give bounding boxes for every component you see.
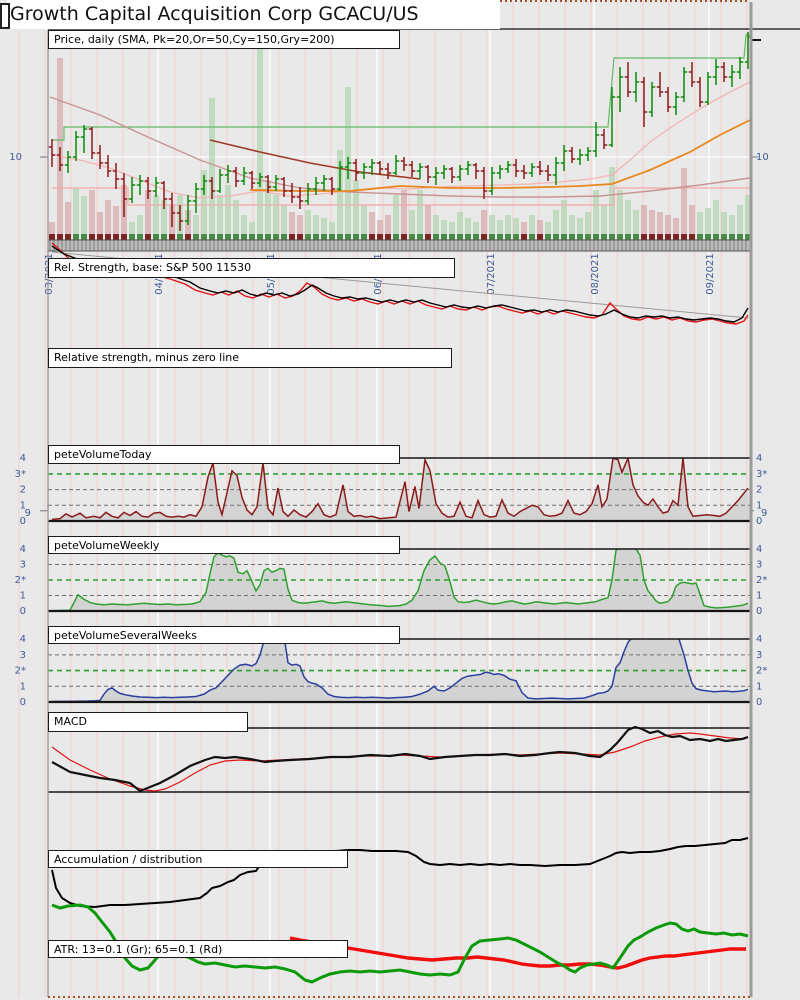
atr-panel-label: ATR: 13=0.1 (Gr); 65=0.1 (Rd) (48, 940, 348, 958)
chart-scrollbar[interactable] (48, 240, 750, 251)
accum-dist-panel (51, 837, 749, 909)
svg-text:2*: 2* (15, 575, 26, 586)
vol-severalweeks-panel (48, 639, 750, 703)
svg-text:2: 2 (756, 485, 762, 496)
svg-text:09/2021: 09/2021 (705, 253, 716, 295)
svg-text:4: 4 (20, 453, 26, 464)
vol-weekly-panel (48, 549, 750, 612)
svg-text:0: 0 (756, 697, 762, 708)
macd-panel (48, 725, 750, 793)
svg-text:4: 4 (756, 453, 762, 464)
svg-text:3: 3 (756, 650, 762, 661)
svg-text:1: 1 (756, 500, 762, 511)
vol-today-panel-label: peteVolumeToday (48, 445, 400, 464)
accum-dist-panel-label: Accumulation / distribution (48, 850, 348, 868)
svg-text:1: 1 (756, 591, 762, 602)
svg-text:2*: 2* (756, 666, 767, 677)
svg-text:1: 1 (756, 681, 762, 692)
svg-text:0: 0 (20, 606, 26, 617)
svg-text:3*: 3* (756, 469, 767, 480)
svg-text:2*: 2* (756, 575, 767, 586)
svg-text:1: 1 (20, 681, 26, 692)
vol-severalweeks-panel-label: peteVolumeSeveralWeeks (48, 626, 400, 644)
svg-text:3: 3 (20, 560, 26, 571)
vol-today-panel (48, 458, 750, 521)
svg-text:0: 0 (20, 697, 26, 708)
svg-text:08/2021: 08/2021 (590, 253, 601, 295)
svg-text:4: 4 (756, 634, 762, 645)
svg-text:1: 1 (20, 591, 26, 602)
svg-text:1: 1 (20, 500, 26, 511)
rs-zero-panel-label: Relative strength, minus zero line (48, 348, 452, 368)
svg-text:4: 4 (20, 634, 26, 645)
price-panel-label: Price, daily (SMA, Pk=20,Or=50,Cy=150,Gr… (48, 30, 400, 49)
window-corner-box[interactable] (0, 3, 10, 29)
svg-text:0: 0 (756, 606, 762, 617)
page-title: Growth Capital Acquisition Corp GCACU/US (10, 3, 419, 25)
svg-text:2: 2 (20, 485, 26, 496)
svg-text:9: 9 (25, 508, 31, 519)
svg-text:07/2021: 07/2021 (486, 253, 497, 295)
rel-strength-panel-label: Rel. Strength, base: S&P 500 11530 (48, 258, 455, 278)
svg-text:10: 10 (9, 152, 22, 163)
svg-text:9: 9 (761, 508, 767, 519)
svg-text:4: 4 (756, 544, 762, 555)
svg-text:3: 3 (20, 650, 26, 661)
svg-text:4: 4 (20, 544, 26, 555)
title-bar (7, 0, 500, 29)
svg-text:0: 0 (20, 516, 26, 527)
svg-text:0: 0 (756, 516, 762, 527)
macd-panel-label: MACD (48, 712, 248, 732)
svg-text:10: 10 (756, 152, 769, 163)
price-panel (48, 32, 750, 240)
svg-text:2*: 2* (15, 666, 26, 677)
vol-weekly-panel-label: peteVolumeWeekly (48, 536, 400, 554)
svg-text:3: 3 (756, 560, 762, 571)
svg-text:3*: 3* (15, 469, 26, 480)
